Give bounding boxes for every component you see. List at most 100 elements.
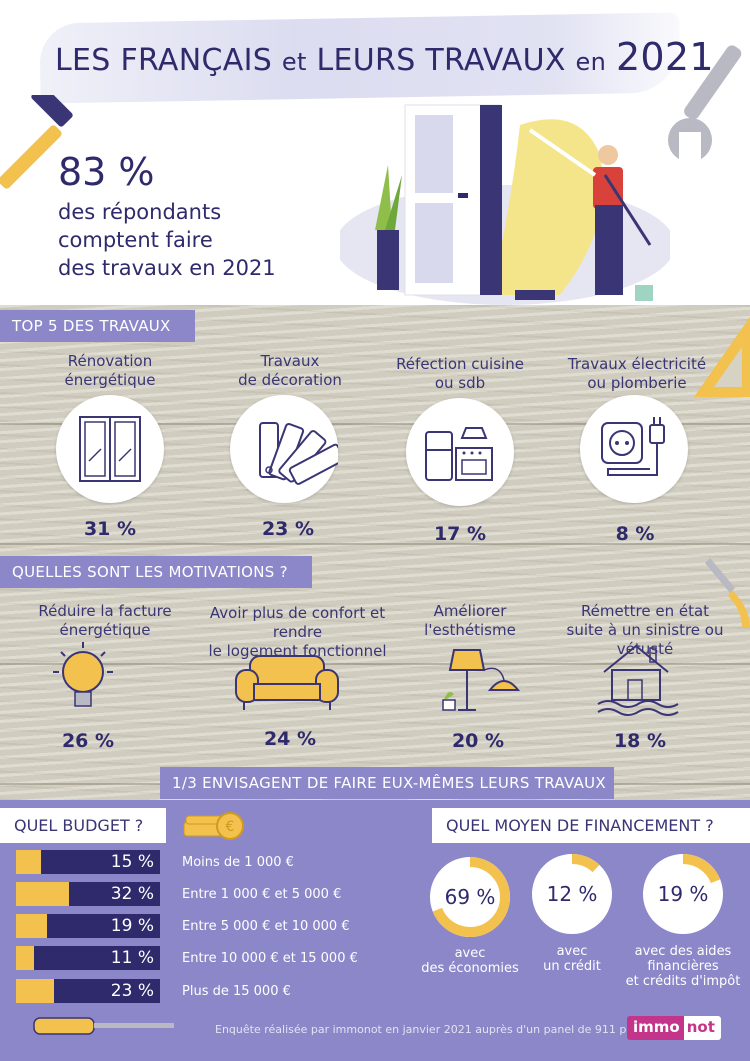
stat-description: des répondants comptent faire des travau… [58, 198, 318, 282]
top5-circle [406, 398, 514, 506]
label-line: le logement fonctionnel [208, 642, 387, 660]
donut-value: 19 % [657, 882, 709, 906]
motivation-label: Rémettre en état suite à un sinistre ou … [540, 602, 750, 659]
pliers-icon [705, 558, 750, 628]
financing-label: avec des aides financières et crédits d'… [618, 944, 748, 989]
coins-icon: € [183, 812, 244, 840]
top5-label: Travaux de décoration [215, 352, 365, 390]
label-line: et crédits d'impôt [625, 974, 741, 989]
donut-arc [430, 857, 510, 937]
survey-note: Enquête réalisée par immonot en janvier … [215, 1023, 677, 1036]
label-line: de décoration [238, 371, 342, 389]
immonot-logo[interactable]: immo not [627, 1016, 721, 1040]
financing-donut: 19 % [641, 852, 725, 936]
screwdriver-icon [33, 1017, 174, 1035]
motivations-heading: QUELLES SONT LES MOTIVATIONS ? [0, 556, 312, 588]
stat-line: des travaux en 2021 [58, 256, 276, 280]
financing-heading: QUEL MOYEN DE FINANCEMENT ? [432, 808, 750, 843]
budget-label: Entre 10 000 € et 15 000 € [182, 951, 358, 966]
donut-value: 12 % [546, 882, 598, 906]
financing-donut: 69 % [428, 855, 512, 939]
budget-bar-fill [16, 914, 47, 938]
top5-heading: TOP 5 DES TRAVAUX [0, 310, 195, 342]
wrench-icon [668, 45, 742, 168]
title-part: LES FRANÇAIS [55, 43, 273, 78]
label-line: Rénovation [67, 352, 153, 370]
motivation-value: 26 % [61, 730, 115, 752]
label-line: avec [454, 946, 486, 961]
financing-label: avec un crédit [512, 944, 632, 974]
stat-value: 83 % [58, 150, 155, 194]
wood-background [0, 305, 750, 800]
label-line: un crédit [543, 959, 601, 974]
budget-value: 19 % [110, 916, 154, 936]
budget-label: Plus de 15 000 € [182, 984, 291, 999]
budget-heading: QUEL BUDGET ? [0, 808, 166, 843]
flooded-house-icon [597, 644, 679, 716]
title-part: et [281, 48, 307, 76]
painter-illustration [340, 104, 670, 305]
top5-value: 31 % [83, 518, 137, 540]
label-line: Rémettre en état [580, 602, 710, 620]
budget-value: 23 % [110, 981, 154, 1001]
motivation-value: 20 % [451, 730, 505, 752]
top5-circle [580, 395, 688, 503]
page-title: LES FRANÇAIS et LEURS TRAVAUX en 2021 [55, 35, 714, 79]
budget-bar: 32 % [16, 882, 160, 906]
window-icon [79, 416, 141, 482]
top5-circle [230, 395, 338, 503]
motivation-value: 24 % [263, 728, 317, 750]
title-part: en [575, 48, 607, 76]
title-part: LEURS TRAVAUX [316, 43, 566, 78]
label-line: Travaux électricité [567, 355, 707, 373]
socket-plug-icon [601, 417, 665, 476]
top5-value: 8 % [615, 523, 655, 545]
label-line: énergétique [59, 621, 151, 639]
motivation-label: Avoir plus de confort et rendre le logem… [185, 604, 410, 661]
label-line: des économies [421, 961, 519, 976]
label-line: avec [556, 944, 588, 959]
label-line: ou plomberie [587, 374, 687, 392]
donut-value: 69 % [444, 885, 496, 909]
budget-label: Moins de 1 000 € [182, 855, 294, 870]
budget-bar-fill [16, 979, 54, 1003]
label-line: Travaux [260, 352, 320, 370]
label-line: Réduire la facture [38, 602, 172, 620]
budget-bar: 23 % [16, 979, 160, 1003]
light-bulb-icon [53, 642, 113, 707]
header: LES FRANÇAIS et LEURS TRAVAUX en 2021 83… [0, 0, 750, 305]
logo-part: immo [627, 1016, 684, 1040]
top5-label: Travaux électricité ou plomberie [552, 355, 722, 393]
color-swatch-icon [259, 422, 338, 485]
top5-value: 17 % [433, 523, 487, 545]
donut-arc [643, 854, 723, 934]
label-line: Réfection cuisine [396, 355, 524, 373]
donut-ring [430, 857, 510, 937]
label-line: suite à un sinistre ou vétusté [566, 621, 724, 658]
top5-label: Rénovation énergétique [35, 352, 185, 390]
motivation-label: Réduire la facture énergétique [25, 602, 185, 640]
label-line: énergétique [64, 371, 156, 389]
label-line: Avoir plus de confort et rendre [209, 604, 386, 641]
budget-bar: 19 % [16, 914, 160, 938]
top5-circle [56, 395, 164, 503]
donut-arc [532, 854, 612, 934]
hammer-icon [0, 95, 73, 189]
title-year: 2021 [615, 35, 714, 79]
label-line: financières [647, 959, 719, 974]
budget-bar: 15 % [16, 850, 160, 874]
budget-bar-fill [16, 850, 41, 874]
set-square-icon [694, 317, 750, 397]
top5-label: Réfection cuisine ou sdb [385, 355, 535, 393]
label-line: ou sdb [434, 374, 486, 392]
label-line: Améliorer [433, 602, 507, 620]
kitchen-icon [425, 427, 493, 481]
label-line: l'esthétisme [424, 621, 516, 639]
budget-value: 32 % [110, 884, 154, 904]
financing-label: avec des économies [410, 946, 530, 976]
budget-value: 11 % [110, 948, 154, 968]
donut-ring [532, 854, 612, 934]
stat-line: des répondants [58, 200, 222, 224]
budget-bar-fill [16, 882, 69, 906]
budget-label: Entre 1 000 € et 5 000 € [182, 887, 342, 902]
